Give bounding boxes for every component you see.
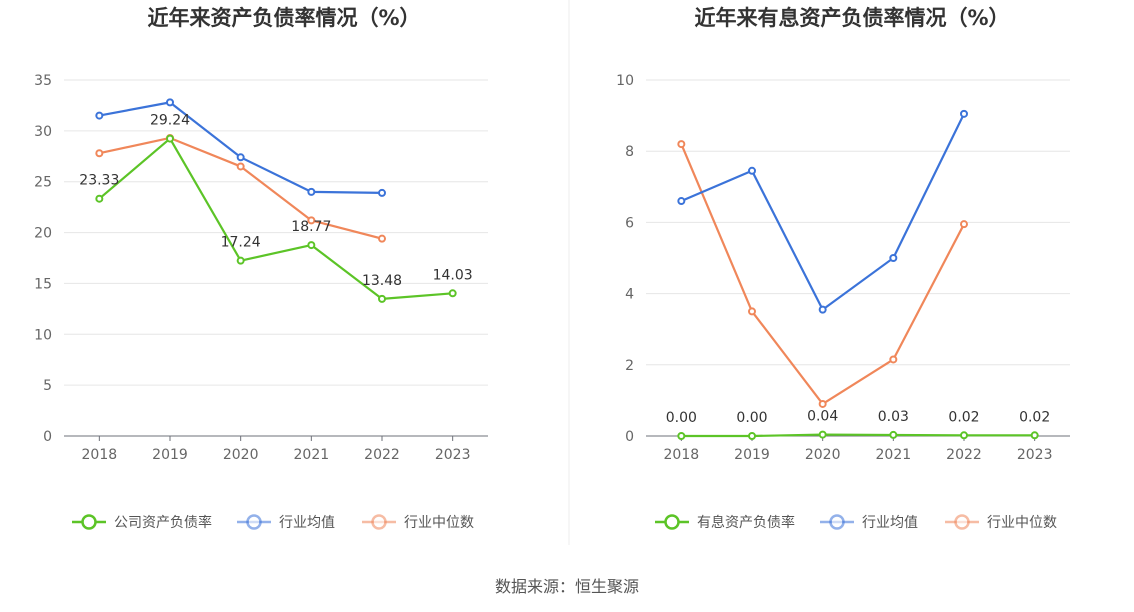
data-point bbox=[960, 220, 968, 229]
x-tick-label: 2021 bbox=[294, 447, 330, 463]
x-tick-label: 2023 bbox=[1017, 447, 1053, 463]
legend-marker bbox=[664, 514, 680, 530]
chart-title: 近年来有息资产负债率情况（%） bbox=[694, 6, 1009, 30]
x-tick-label: 2023 bbox=[435, 447, 471, 463]
legend-marker bbox=[371, 514, 387, 530]
data-point bbox=[677, 140, 686, 149]
x-tick-label: 2018 bbox=[664, 447, 700, 463]
data-label: 18.77 bbox=[291, 219, 331, 235]
legend-label: 公司资产负债率 bbox=[114, 514, 212, 531]
data-point bbox=[748, 307, 756, 316]
data-point bbox=[378, 188, 386, 197]
y-tick-label: 10 bbox=[616, 73, 634, 89]
data-label: 0.02 bbox=[948, 409, 979, 425]
chart-title: 近年来资产负债率情况（%） bbox=[147, 6, 420, 30]
y-tick-label: 0 bbox=[625, 429, 634, 445]
data-point bbox=[889, 254, 898, 262]
data-source: 数据来源：恒生聚源 bbox=[495, 577, 639, 596]
data-point bbox=[236, 153, 245, 162]
data-point bbox=[236, 256, 245, 265]
y-tick-label: 6 bbox=[625, 215, 634, 231]
data-point bbox=[748, 166, 756, 175]
legend-label: 行业中位数 bbox=[987, 515, 1057, 531]
y-tick-label: 20 bbox=[34, 226, 52, 242]
x-tick-label: 2020 bbox=[223, 447, 259, 463]
series-line bbox=[99, 101, 383, 195]
y-tick-label: 15 bbox=[34, 276, 52, 292]
data-label: 0.03 bbox=[878, 409, 909, 425]
data-label: 0.02 bbox=[1019, 409, 1050, 425]
y-tick-label: 25 bbox=[34, 175, 52, 191]
chart-debt-ratio: 近年来资产负债率情况（%） 0 5 10 15 20 25 30 35 2018 2019 2020 2… bbox=[34, 6, 488, 531]
x-tick-label: 2022 bbox=[946, 447, 982, 463]
series-line bbox=[681, 433, 1035, 438]
series-line bbox=[99, 136, 383, 240]
series-line bbox=[98, 137, 453, 300]
data-point bbox=[307, 187, 316, 196]
data-label: 0.00 bbox=[736, 410, 767, 426]
data-point bbox=[378, 234, 386, 243]
x-tick-label: 2018 bbox=[82, 447, 118, 463]
data-point bbox=[378, 294, 386, 303]
data-point bbox=[236, 162, 245, 171]
data-point bbox=[748, 432, 756, 440]
data-point bbox=[95, 149, 104, 158]
y-tick-label: 5 bbox=[43, 378, 52, 394]
legend-marker bbox=[81, 514, 97, 530]
legend-marker bbox=[829, 514, 845, 530]
legend-marker bbox=[954, 514, 970, 530]
data-point bbox=[677, 432, 686, 440]
x-tick-label: 2021 bbox=[876, 447, 912, 463]
y-tick-label: 2 bbox=[625, 358, 634, 374]
data-point bbox=[1030, 431, 1039, 440]
data-point bbox=[818, 399, 827, 408]
series-line bbox=[680, 113, 965, 311]
data-point bbox=[307, 216, 316, 225]
y-tick-label: 10 bbox=[34, 327, 52, 343]
data-label: 14.03 bbox=[433, 267, 473, 283]
legend-label: 有息资产负债率 bbox=[697, 514, 795, 531]
data-point bbox=[960, 431, 968, 440]
data-label: 0.00 bbox=[666, 410, 697, 426]
data-point bbox=[960, 109, 968, 118]
x-tick-label: 2022 bbox=[364, 447, 400, 463]
data-point bbox=[95, 111, 104, 120]
y-tick-label: 0 bbox=[43, 429, 52, 445]
data-label: 0.04 bbox=[807, 409, 838, 425]
chart-interest-debt-ratio: 近年来有息资产负债率情况（%） 0 2 4 6 8 10 2018 2019 2020 2021 20… bbox=[616, 6, 1070, 531]
x-tick-label: 2019 bbox=[152, 447, 188, 463]
data-point bbox=[818, 430, 827, 439]
data-point bbox=[166, 134, 174, 143]
data-point bbox=[448, 289, 457, 298]
legend-label: 行业均值 bbox=[279, 515, 335, 531]
data-point bbox=[818, 305, 827, 314]
legend-marker bbox=[246, 514, 262, 530]
data-point bbox=[889, 430, 898, 439]
data-point bbox=[889, 355, 898, 364]
y-tick-label: 8 bbox=[625, 144, 634, 160]
y-tick-label: 35 bbox=[34, 73, 52, 89]
data-point bbox=[677, 197, 686, 206]
data-point bbox=[95, 194, 104, 203]
legend-label: 行业中位数 bbox=[404, 515, 474, 531]
x-tick-label: 2019 bbox=[734, 447, 770, 463]
data-label: 13.48 bbox=[362, 273, 402, 289]
data-label: 17.24 bbox=[221, 235, 261, 251]
data-point bbox=[307, 241, 316, 250]
data-label: 29.24 bbox=[150, 113, 190, 129]
y-tick-label: 30 bbox=[34, 124, 52, 140]
data-label: 23.33 bbox=[79, 173, 119, 189]
data-point bbox=[166, 98, 174, 107]
x-tick-label: 2020 bbox=[805, 447, 841, 463]
y-tick-label: 4 bbox=[625, 287, 634, 303]
legend-label: 行业均值 bbox=[862, 515, 918, 531]
